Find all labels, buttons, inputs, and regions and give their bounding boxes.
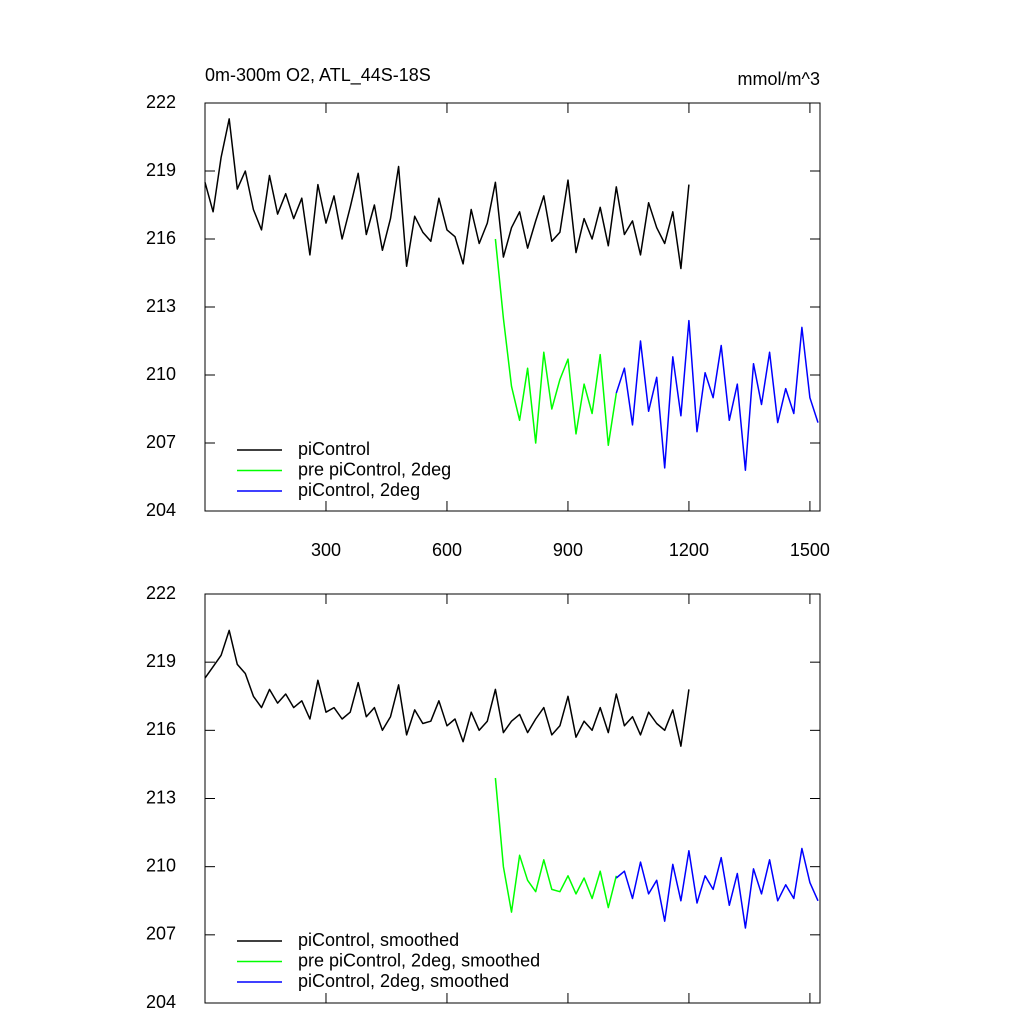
y-tick-label: 207 — [146, 432, 176, 452]
series-line — [615, 847, 819, 929]
legend-label: piControl, 2deg — [298, 480, 420, 500]
legend-label: piControl, smoothed — [298, 930, 459, 950]
y-tick-label: 210 — [146, 364, 176, 384]
series-line — [494, 777, 618, 913]
x-tick-label: 300 — [311, 540, 341, 560]
legend-label: pre piControl, 2deg — [298, 459, 451, 479]
legend-label: piControl, 2deg, smoothed — [298, 971, 509, 991]
legend-label: piControl — [298, 439, 370, 459]
y-tick-label: 210 — [146, 855, 176, 875]
series-line — [204, 629, 690, 747]
y-tick-label: 222 — [146, 92, 176, 112]
series-line — [615, 319, 819, 471]
legend-label: pre piControl, 2deg, smoothed — [298, 950, 540, 970]
y-tick-label: 213 — [146, 296, 176, 316]
y-tick-label: 222 — [146, 583, 176, 603]
x-tick-label: 900 — [553, 540, 583, 560]
series-line — [204, 118, 690, 270]
y-tick-label: 207 — [146, 924, 176, 944]
x-tick-label: 600 — [432, 540, 462, 560]
y-tick-label: 213 — [146, 787, 176, 807]
x-tick-label: 1200 — [669, 540, 709, 560]
y-tick-label: 204 — [146, 500, 176, 520]
chart-title: 0m-300m O2, ATL_44S-18S — [205, 65, 431, 86]
y-tick-label: 216 — [146, 719, 176, 739]
series-line — [494, 238, 618, 447]
y-tick-label: 204 — [146, 992, 176, 1012]
y-tick-label: 216 — [146, 228, 176, 248]
y-tick-label: 219 — [146, 160, 176, 180]
y-tick-label: 219 — [146, 651, 176, 671]
units-label: mmol/m^3 — [738, 69, 820, 89]
x-tick-label: 1500 — [790, 540, 830, 560]
